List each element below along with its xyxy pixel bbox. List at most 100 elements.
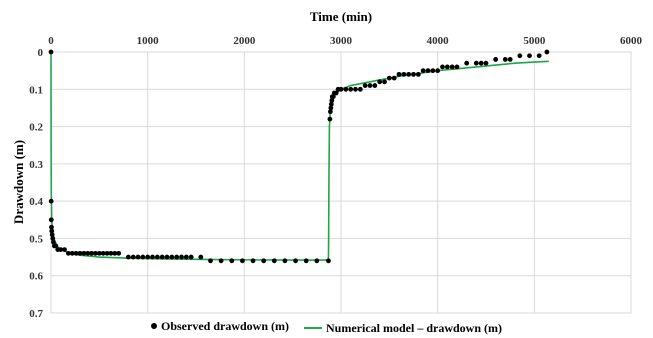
y-axis-title: Drawdown (m) <box>11 140 26 224</box>
observed-point <box>85 250 91 256</box>
legend-marker-observed <box>151 323 157 329</box>
observed-point <box>112 250 118 256</box>
observed-point <box>164 254 170 260</box>
observed-point <box>159 254 165 260</box>
observed-point <box>48 49 54 55</box>
observed-point <box>174 254 180 260</box>
observed-point <box>327 109 333 115</box>
observed-point <box>188 254 194 260</box>
observed-point <box>473 60 479 66</box>
observed-point <box>169 254 175 260</box>
observed-point <box>440 64 445 70</box>
observed-point <box>362 83 368 88</box>
observed-point <box>140 254 146 260</box>
observed-point <box>293 258 298 264</box>
observed-point <box>493 57 499 62</box>
x-axis-title: Time (min) <box>310 9 372 24</box>
y-tick-label: 0 <box>38 47 44 59</box>
observed-point <box>330 94 336 100</box>
observed-point <box>314 258 320 264</box>
observed-point <box>50 236 56 241</box>
observed-point <box>327 116 333 122</box>
observed-point <box>449 64 455 70</box>
x-tick-label: 2000 <box>233 35 256 47</box>
observed-point <box>483 60 489 66</box>
observed-point <box>377 79 383 85</box>
legend-item-model: Numerical model – drawdown (m) <box>304 321 502 336</box>
observed-point <box>282 258 288 264</box>
observed-point <box>51 239 56 245</box>
observed-point <box>58 247 64 253</box>
observed-point <box>406 71 412 77</box>
observed-point <box>135 254 141 260</box>
model-line <box>50 51 549 261</box>
observed-point <box>348 86 354 92</box>
observed-point <box>464 60 470 66</box>
x-tick-label: 4000 <box>427 35 450 47</box>
observed-point <box>49 228 55 234</box>
y-tick-label: 0.5 <box>29 233 43 245</box>
x-tick-label: 0 <box>48 35 54 47</box>
observed-point <box>62 247 67 253</box>
observed-point <box>303 258 309 264</box>
observed-point <box>271 258 277 264</box>
observed-point <box>411 71 416 77</box>
observed-point <box>53 243 59 249</box>
x-tick-labels: 0 1000 2000 3000 4000 5000 6000 <box>48 35 642 47</box>
legend-item-observed: Observed drawdown (m) <box>151 319 289 334</box>
y-tick-label: 0.3 <box>29 159 43 171</box>
observed-point <box>73 250 79 256</box>
observed-point <box>328 101 334 107</box>
observed-point <box>527 53 532 59</box>
y-tick-label: 0.7 <box>29 308 43 320</box>
observed-point <box>444 64 450 70</box>
observed-point <box>502 57 508 62</box>
observed-point <box>69 250 75 256</box>
observed-point <box>329 98 335 103</box>
observed-point <box>48 198 54 204</box>
x-tick-label: 5000 <box>523 35 546 47</box>
legend-label-observed: Observed drawdown (m) <box>161 318 289 333</box>
x-tick-label: 3000 <box>330 35 353 47</box>
observed-point <box>77 250 83 256</box>
observed-point <box>81 250 87 256</box>
observed-point <box>96 250 102 256</box>
observed-point <box>343 86 349 92</box>
observed-point <box>401 71 407 77</box>
observed-point <box>544 49 550 55</box>
x-tick-label: 1000 <box>137 35 160 47</box>
observed-point <box>326 258 331 264</box>
observed-point <box>198 254 204 260</box>
observed-point <box>100 250 106 256</box>
observed-point <box>367 83 373 88</box>
observed-point <box>415 71 421 77</box>
y-tick-label: 0.2 <box>29 122 43 134</box>
observed-point <box>507 57 513 62</box>
observed-point <box>396 71 402 77</box>
model-series <box>50 51 549 261</box>
observed-point <box>208 258 213 264</box>
observed-point <box>261 258 267 264</box>
observed-point <box>125 254 131 260</box>
observed-point <box>517 53 523 59</box>
y-tick-label: 0.1 <box>29 84 43 96</box>
observed-point <box>229 258 235 264</box>
observed-point <box>154 254 160 260</box>
legend-label-model: Numerical model – drawdown (m) <box>326 320 502 335</box>
observed-point <box>89 250 94 256</box>
observed-point <box>372 83 378 88</box>
observed-point <box>218 258 224 264</box>
observed-point <box>454 64 460 70</box>
observed-point <box>386 75 392 81</box>
legend-marker-model <box>304 327 322 329</box>
observed-point <box>240 258 245 264</box>
observed-point <box>49 224 54 230</box>
observed-point <box>104 250 110 256</box>
observed-point <box>357 86 363 92</box>
observed-point <box>183 254 189 260</box>
observed-point <box>333 90 339 96</box>
observed-point <box>108 250 114 256</box>
observed-point <box>250 258 256 264</box>
observed-point <box>130 254 136 260</box>
